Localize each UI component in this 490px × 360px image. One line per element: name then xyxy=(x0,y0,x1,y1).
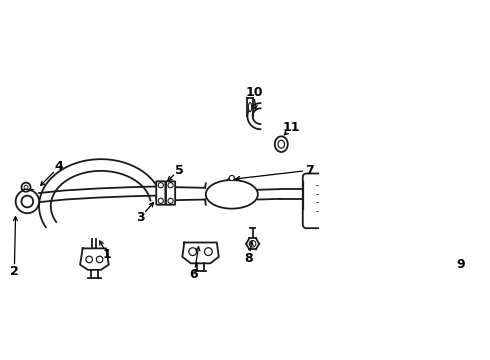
Polygon shape xyxy=(182,243,219,264)
Circle shape xyxy=(158,198,164,203)
Circle shape xyxy=(168,198,173,203)
FancyBboxPatch shape xyxy=(156,181,166,205)
Text: 10: 10 xyxy=(245,86,263,99)
Text: 1: 1 xyxy=(103,248,112,261)
Polygon shape xyxy=(80,248,109,270)
Ellipse shape xyxy=(248,103,252,112)
Circle shape xyxy=(249,240,256,247)
Text: 8: 8 xyxy=(245,252,253,265)
Circle shape xyxy=(426,184,430,188)
Text: 6: 6 xyxy=(190,268,198,281)
Ellipse shape xyxy=(275,136,288,152)
Circle shape xyxy=(426,195,430,199)
Text: 7: 7 xyxy=(306,164,314,177)
Circle shape xyxy=(204,248,212,256)
Circle shape xyxy=(229,175,234,181)
Circle shape xyxy=(24,185,28,189)
Circle shape xyxy=(16,190,39,213)
Text: 4: 4 xyxy=(54,161,63,174)
Circle shape xyxy=(168,183,173,188)
FancyBboxPatch shape xyxy=(421,181,434,203)
FancyBboxPatch shape xyxy=(166,181,175,205)
Circle shape xyxy=(97,256,103,263)
Ellipse shape xyxy=(206,180,258,209)
Text: 2: 2 xyxy=(10,265,19,278)
Ellipse shape xyxy=(278,140,285,148)
Text: 3: 3 xyxy=(136,211,145,224)
Text: 11: 11 xyxy=(283,121,300,134)
Circle shape xyxy=(86,256,93,263)
Circle shape xyxy=(22,195,33,207)
Text: 9: 9 xyxy=(457,258,465,271)
Circle shape xyxy=(189,248,196,256)
Text: 5: 5 xyxy=(175,164,183,177)
Circle shape xyxy=(158,183,164,188)
Circle shape xyxy=(22,183,30,192)
FancyBboxPatch shape xyxy=(303,174,400,228)
